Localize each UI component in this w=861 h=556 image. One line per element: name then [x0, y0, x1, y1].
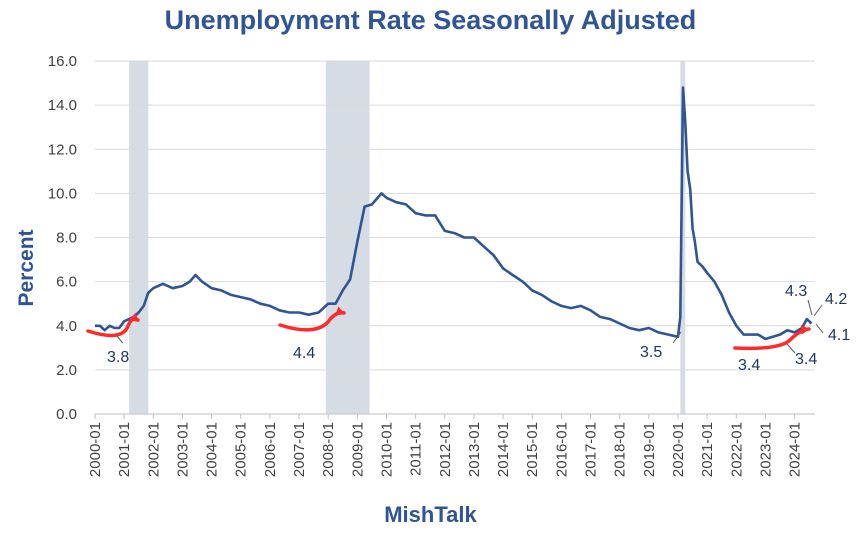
- x-tick-label: 2008-01: [320, 422, 337, 477]
- y-tick-label: 6.0: [56, 274, 77, 291]
- axes: [94, 413, 815, 419]
- x-tick-label: 2017-01: [583, 422, 600, 477]
- y-tick-label: 8.0: [56, 230, 77, 247]
- leader-3-5: [672, 331, 682, 344]
- x-tick-label: 2018-01: [612, 422, 629, 477]
- x-tick-label: 2004-01: [204, 422, 221, 477]
- x-tick-label: 2005-01: [233, 422, 250, 477]
- x-tick-label: 2001-01: [116, 422, 133, 477]
- watermark-mishtalk: MishTalk: [384, 502, 477, 527]
- x-tick-label: 2010-01: [378, 422, 395, 477]
- x-tick-label: 2019-01: [641, 422, 658, 477]
- arrow-2001: [86, 312, 140, 338]
- highlight-arrows: [86, 299, 824, 354]
- x-tick-label: 2013-01: [466, 422, 483, 477]
- x-tick-label: 2020-01: [670, 422, 687, 477]
- series-lines: [95, 86, 813, 341]
- annotation-label: 4.1: [828, 327, 850, 344]
- y-tick-label: 16.0: [48, 53, 77, 70]
- x-tick-label: 2023-01: [757, 422, 774, 477]
- leader-4-1: [815, 323, 824, 334]
- x-tick-label: 2022-01: [728, 422, 745, 477]
- x-tick-label: 2015-01: [524, 422, 541, 477]
- y-tick-label: 4.0: [56, 318, 77, 335]
- y-tick-label: 14.0: [48, 97, 77, 114]
- x-tick-label: 2002-01: [145, 422, 162, 477]
- x-tick-label: 2000-01: [87, 422, 104, 477]
- arrow-2023: [733, 325, 811, 351]
- arrow-2008: [278, 306, 346, 332]
- annotation-label: 3.5: [640, 344, 662, 361]
- annotation-label: 4.3: [785, 283, 807, 300]
- y-tick-labels: 0.0 2.0 4.0 6.0 8.0 10.0 12.0 14.0 16.0: [48, 53, 77, 423]
- arrow-2008-head: [335, 306, 345, 316]
- arrow-2023-head: [800, 325, 810, 335]
- chart-title: Unemployment Rate Seasonally Adjusted: [164, 5, 697, 35]
- x-tick-label: 2003-01: [174, 422, 191, 477]
- x-tick-label: 2016-01: [553, 422, 570, 477]
- annotation-label: 3.8: [107, 349, 129, 366]
- y-tick-label: 10.0: [48, 185, 77, 202]
- leader-3-4: [786, 343, 796, 354]
- annotation-label: 3.4: [738, 357, 760, 374]
- annotation-label: 4.4: [293, 345, 315, 362]
- series-line-0: [95, 86, 813, 341]
- y-tick-label: 2.0: [56, 362, 77, 379]
- y-tick-label: 0.0: [56, 406, 77, 423]
- x-tick-label: 2009-01: [349, 422, 366, 477]
- x-tick-labels: 2000-01 2001-01 2002-01 2003-01 2004-01 2005-…: [87, 422, 804, 477]
- x-tick-label: 2021-01: [699, 422, 716, 477]
- x-tick-label: 2006-01: [262, 422, 279, 477]
- leader-4-2: [813, 304, 823, 317]
- annotation-label: 4.2: [825, 291, 847, 308]
- x-tick-label: 2014-01: [495, 422, 512, 477]
- leader-4-3: [807, 299, 813, 316]
- x-tick-label: 2024-01: [787, 422, 804, 477]
- x-tick-label: 2007-01: [291, 422, 308, 477]
- y-tick-label: 12.0: [48, 141, 77, 158]
- annotations: 3.8 4.4 3.5 3.4 3.4 4.3 4.2 4.1: [107, 283, 850, 374]
- y-axis-label: Percent: [15, 229, 38, 306]
- arrow-2023-stroke: [733, 327, 811, 351]
- arrow-2001-head: [129, 312, 139, 322]
- annotation-label: 3.4: [795, 351, 817, 368]
- gridlines: [95, 60, 815, 415]
- leader-3-8: [116, 335, 124, 344]
- x-tick-label: 2012-01: [437, 422, 454, 477]
- x-tick-label: 2011-01: [408, 422, 425, 476]
